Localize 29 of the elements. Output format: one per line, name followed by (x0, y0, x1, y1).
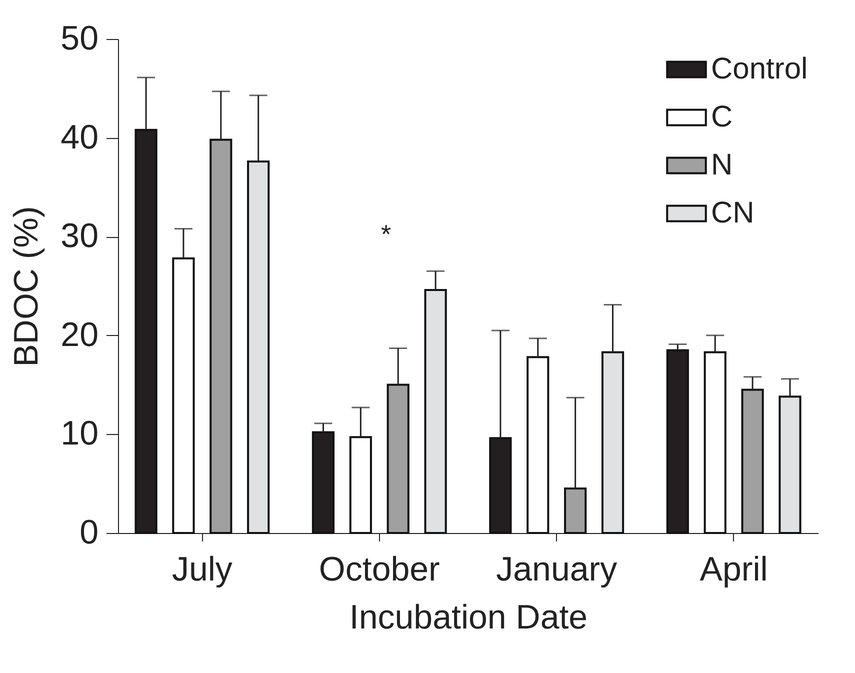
y-tick-label: 40 (60, 118, 98, 156)
y-axis-title: BDOC (%) (8, 206, 46, 367)
bar (704, 351, 726, 534)
bar (601, 351, 624, 534)
bar (172, 257, 195, 534)
bar (386, 384, 410, 534)
legend-label: C (711, 100, 733, 134)
bar (424, 288, 447, 534)
legend-label: CN (711, 196, 754, 230)
x-axis-title: Incubation Date (349, 598, 588, 636)
bar (778, 396, 802, 534)
y-tick-label: 10 (60, 414, 98, 453)
x-tick-label: April (700, 550, 768, 588)
bar (526, 356, 550, 534)
bar (349, 436, 372, 534)
x-tick-label: July (172, 550, 232, 588)
y-tick-label: 20 (60, 316, 98, 354)
bar (564, 488, 587, 534)
y-tick-label: 30 (60, 217, 98, 256)
y-tick-label: 50 (60, 20, 98, 58)
legend-label: Control (711, 52, 808, 86)
legend-label: N (711, 148, 733, 182)
bar (741, 388, 764, 534)
y-tick-label: 0 (80, 514, 98, 552)
bar (210, 138, 232, 534)
annotation: * (380, 219, 392, 249)
x-tick-label: October (318, 550, 440, 588)
bar (247, 160, 270, 534)
x-tick-label: January (496, 550, 618, 588)
